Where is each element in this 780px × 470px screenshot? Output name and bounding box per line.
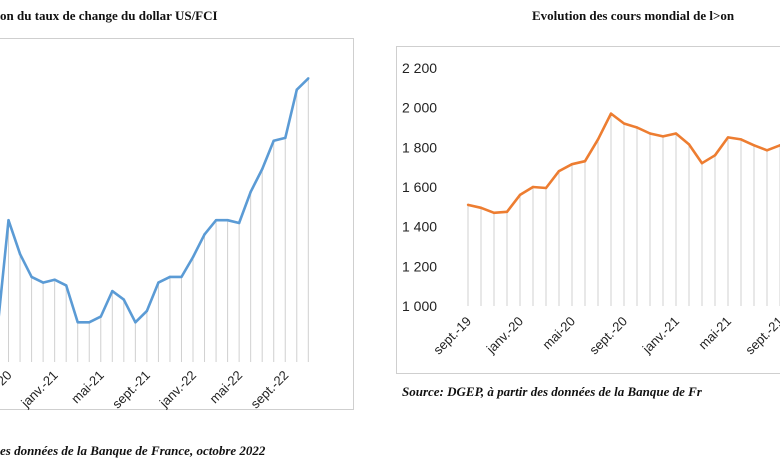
right-chart-data-point: [752, 144, 756, 147]
left-chart-data-point: [272, 139, 275, 142]
right-chart-data-point: [765, 149, 769, 152]
left-chart-data-point: [214, 218, 218, 222]
left-chart-data-point: [7, 218, 10, 222]
right-chart-data-point: [505, 210, 509, 213]
left-chart-data-point: [157, 281, 160, 284]
right-chart-data-point: [726, 136, 730, 139]
left-chart-data-point: [307, 77, 310, 80]
right-chart-data-point: [700, 162, 704, 165]
left-chart-series-line: [0, 77, 310, 324]
left-chart-data-point: [64, 284, 68, 287]
right-chart-data-point: [713, 154, 717, 157]
left-chart-data-point: [111, 289, 114, 293]
right-chart-data-point: [492, 211, 496, 214]
left-chart-data-point: [145, 309, 149, 313]
left-chart-data-point: [284, 136, 287, 140]
right-chart-x-tick-label: mai-20: [539, 314, 578, 353]
left-chart-data-point: [122, 298, 126, 301]
right-chart-y-tick-label: 2 200: [402, 60, 437, 76]
left-chart-data-point: [134, 321, 137, 324]
right-chart-data-point: [583, 160, 587, 163]
left-chart-data-point: [18, 253, 22, 256]
right-chart-y-tick-label: 1 600: [402, 179, 437, 195]
right-chart-data-point: [687, 143, 691, 146]
right-chart-data-point: [609, 112, 613, 115]
left-chart-data-point: [99, 315, 102, 318]
right-chart-data-point: [466, 203, 470, 207]
right-chart-x-tick-label: janv.-21: [639, 314, 682, 357]
left-chart-title: on du taux de change du dollar US/FCI: [0, 8, 218, 23]
right-chart-x-tick-label: sept.-19: [430, 314, 474, 358]
right-chart-x-tick-label: janv.-20: [483, 314, 526, 357]
right-chart-data-point: [557, 169, 561, 173]
right-chart-data-point: [570, 162, 574, 166]
right-chart-data-point: [648, 132, 652, 135]
right-chart-x-tick-label: sept.-20: [586, 314, 630, 358]
right-chart-data-point: [596, 138, 600, 141]
right-chart-data-point: [479, 206, 483, 210]
left-chart-source: es données de la Banque de France, octob…: [0, 443, 266, 458]
right-chart-y-tick-label: 1 200: [402, 258, 437, 274]
right-chart-y-tick-label: 1 000: [402, 298, 437, 314]
right-chart-data-point: [661, 135, 665, 138]
right-chart-y-tick-label: 2 000: [402, 100, 437, 116]
left-chart-data-point: [295, 88, 298, 91]
right-chart-x-tick-label: sept.-21: [742, 314, 780, 358]
left-chart-data-point: [203, 233, 206, 236]
right-chart-series-line: [467, 112, 780, 215]
right-chart-data-point: [635, 126, 639, 129]
left-chart-data-point: [226, 218, 229, 222]
right-chart-data-point: [531, 185, 535, 189]
right-chart-data-point: [622, 122, 626, 125]
left-chart-data-point: [88, 321, 91, 324]
right-chart-y-tick-label: 1 800: [402, 139, 437, 155]
right-chart-frame: [396, 46, 780, 374]
right-chart-source: Source: DGEP, à partir des données de la…: [402, 384, 702, 399]
left-chart-data-point: [168, 275, 172, 279]
left-chart-data-point: [260, 167, 264, 171]
right-chart-y-tick-label: 1 400: [402, 219, 437, 235]
right-chart-data-point: [544, 186, 548, 190]
left-chart-data-point: [53, 278, 56, 281]
left-chart-data-point: [76, 321, 79, 324]
right-chart-title: Evolution des cours mondial de l>on: [532, 8, 735, 23]
left-chart: ept.-20 janv.-21 mai-21 sept.-21 janv.-22 mai…: [0, 77, 310, 411]
left-chart-data-point: [41, 281, 45, 284]
right-chart-data-point: [674, 132, 678, 135]
left-chart-data-point: [30, 275, 33, 279]
right-chart-x-tick-label: mai-21: [695, 314, 734, 353]
left-chart-data-point: [180, 275, 183, 279]
right-chart-data-point: [739, 138, 743, 141]
right-chart-data-point: [518, 193, 522, 197]
left-chart-data-point: [237, 221, 241, 225]
right-chart: sept.-19 janv.-20 mai-20 sept.-20 janv.-21 ma…: [402, 60, 780, 358]
left-chart-data-point: [191, 255, 195, 259]
left-chart-data-point: [249, 190, 252, 194]
